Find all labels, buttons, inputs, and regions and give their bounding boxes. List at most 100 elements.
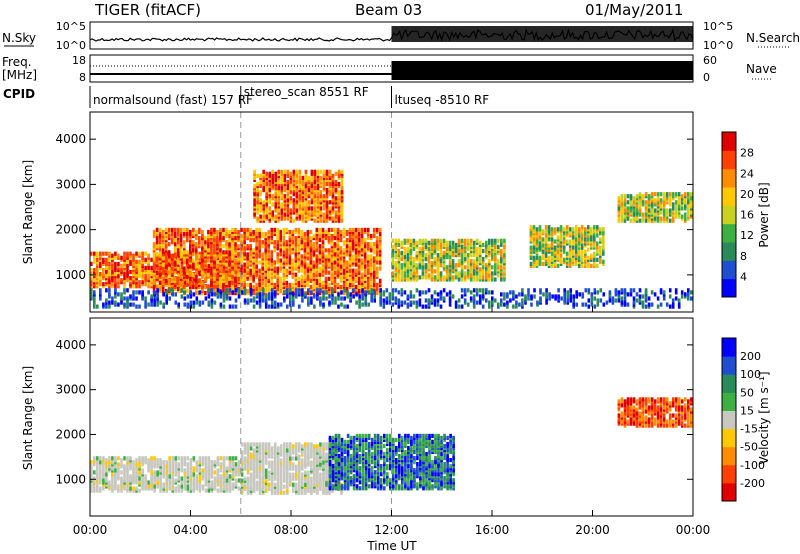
heatmap-cell (602, 259, 605, 264)
heatmap-cell (382, 290, 386, 295)
heatmap-cell (297, 227, 301, 232)
heatmap-cell (93, 298, 96, 303)
heatmap-cell (277, 192, 280, 197)
heatmap-cell (391, 244, 395, 249)
heatmap-cell (665, 218, 669, 223)
heatmap-cell (577, 249, 581, 254)
heatmap-cell (439, 238, 443, 243)
heatmap-cell (138, 284, 141, 289)
heatmap-cell (231, 246, 234, 251)
heatmap-cell (451, 275, 455, 280)
heatmap-cell (228, 233, 231, 239)
heatmap-cell (319, 206, 323, 211)
heatmap-cell (373, 294, 376, 299)
heatmap-cell (553, 249, 557, 254)
heatmap-cell (535, 249, 539, 254)
heatmap-cell (584, 288, 588, 293)
heatmap-cell (521, 288, 524, 293)
heatmap-cell (340, 290, 343, 295)
heatmap-cell (132, 253, 135, 258)
heatmap-cell (291, 236, 295, 241)
heatmap-cell (120, 488, 123, 493)
heatmap-cell (563, 292, 566, 297)
heatmap-cell (165, 300, 168, 305)
heatmap-cell (219, 256, 222, 261)
heatmap-cell (457, 238, 461, 243)
heatmap-cell (173, 254, 177, 259)
heatmap-cell (253, 212, 256, 217)
colorbar-tick-label: 8 (740, 250, 747, 263)
heatmap-cell (653, 216, 657, 221)
heatmap-cell (644, 212, 648, 217)
heatmap-cell (475, 288, 479, 293)
heatmap-cell (280, 190, 283, 195)
heatmap-cell (324, 236, 328, 241)
heatmap-cell (279, 288, 282, 294)
heatmap-cell (354, 231, 358, 237)
heatmap-cell (304, 218, 308, 223)
heatmap-cell (222, 265, 226, 270)
heatmap-cell (348, 282, 352, 287)
heatmap-cell (491, 277, 494, 282)
heatmap-cell (372, 278, 376, 283)
heatmap-cell (671, 298, 675, 303)
heatmap-cell (427, 273, 431, 278)
heatmap-cell (276, 302, 280, 307)
heatmap-cell (494, 244, 497, 249)
heatmap-cell (494, 298, 497, 303)
heatmap-cell (255, 286, 258, 292)
heatmap-cell (316, 218, 320, 223)
heatmap-cell (292, 169, 296, 174)
heatmap-cell (662, 192, 666, 197)
heatmap-cell (330, 227, 334, 232)
heatmap-cell (294, 252, 298, 257)
heatmap-cell (397, 304, 401, 309)
heatmap-cell (574, 233, 578, 238)
heatmap-cell (316, 177, 320, 182)
heatmap-cell (123, 276, 126, 281)
heatmap-cell (216, 292, 220, 297)
heatmap-cell (246, 282, 249, 287)
heatmap-cell (312, 242, 316, 247)
heatmap-cell (261, 240, 264, 245)
heatmap-cell (262, 200, 265, 205)
heatmap-cell (351, 258, 355, 263)
heatmap-cell (288, 256, 292, 261)
heatmap-cell (274, 192, 277, 197)
heatmap-cell (295, 212, 299, 217)
heatmap-cell (222, 250, 225, 255)
heatmap-cell (270, 304, 274, 309)
heatmap-cell (228, 238, 231, 243)
heatmap-cell (354, 284, 358, 290)
heatmap-cell (207, 294, 211, 299)
heatmap-cell (114, 468, 117, 473)
heatmap-cell (297, 268, 301, 273)
heatmap-cell (574, 225, 578, 230)
heatmap-cell (337, 218, 341, 223)
heatmap-cell (457, 298, 461, 303)
heatmap-cell (500, 302, 503, 307)
heatmap-cell (439, 244, 443, 249)
heatmap-cell (150, 456, 153, 461)
heatmap-cell (481, 288, 485, 293)
heatmap-cell (620, 210, 624, 215)
heatmap-cell (310, 169, 314, 174)
heatmap-cell (210, 240, 213, 245)
heatmap-cell (400, 263, 404, 268)
heatmap-cell (243, 282, 246, 287)
heatmap-cell (535, 255, 539, 260)
heatmap-cell (96, 272, 99, 277)
heatmap-cell (559, 257, 563, 262)
heatmap-cell (325, 181, 329, 187)
heatmap-cell (532, 245, 536, 250)
heatmap-cell (608, 290, 612, 295)
heatmap-cell (337, 292, 340, 297)
heatmap-cell (451, 294, 455, 299)
heatmap-cell (231, 280, 234, 285)
heatmap-cell (286, 208, 290, 213)
heatmap-cell (445, 269, 449, 274)
heatmap-cell (155, 240, 159, 245)
colorbar-tick-label: 16 (740, 209, 754, 222)
heatmap-cell (313, 294, 316, 299)
heatmap-cell (96, 486, 99, 491)
